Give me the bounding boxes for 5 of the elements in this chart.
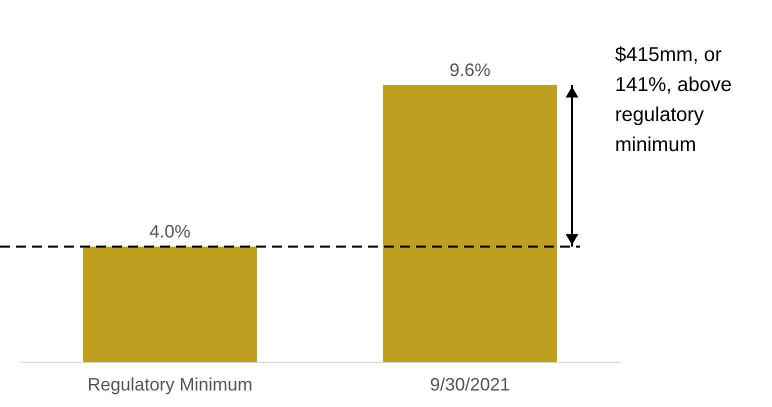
text: $415mm, or 141%, above regulatory minimum: [615, 44, 732, 156]
data-label: 4.0%: [149, 222, 191, 242]
x-tick-label: Regulatory Minimum: [87, 374, 253, 394]
data-label: 9.6%: [449, 60, 491, 80]
x-tick-label: 9/30/2021: [430, 374, 510, 394]
